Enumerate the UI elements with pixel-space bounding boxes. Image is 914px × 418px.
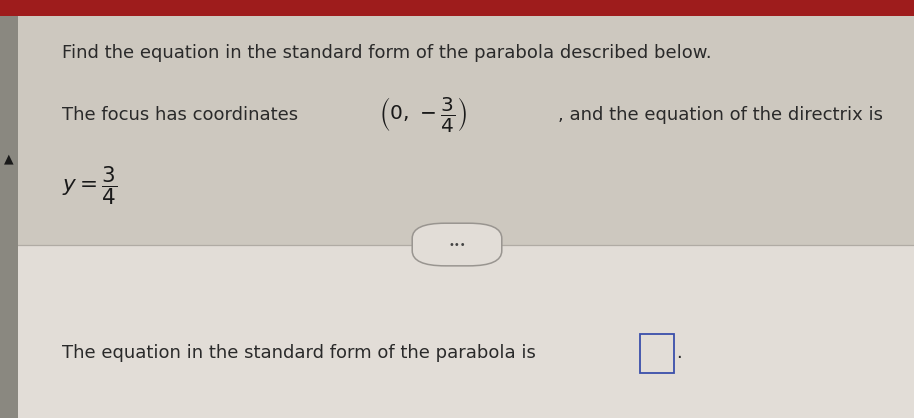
Text: Find the equation in the standard form of the parabola described below.: Find the equation in the standard form o… xyxy=(62,44,712,62)
Text: , and the equation of the directrix is: , and the equation of the directrix is xyxy=(558,106,883,124)
Text: The focus has coordinates: The focus has coordinates xyxy=(62,106,304,124)
Text: The equation in the standard form of the parabola is: The equation in the standard form of the… xyxy=(62,344,542,362)
Text: $y = \dfrac{3}{4}$: $y = \dfrac{3}{4}$ xyxy=(62,165,118,207)
Bar xyxy=(18,16,914,245)
Text: ▲: ▲ xyxy=(5,152,14,166)
Text: $\left(0,\,-\dfrac{3}{4}\right)$: $\left(0,\,-\dfrac{3}{4}\right)$ xyxy=(379,95,467,135)
Bar xyxy=(0,0,914,16)
Bar xyxy=(18,245,914,418)
Bar xyxy=(0,16,18,418)
FancyBboxPatch shape xyxy=(412,223,502,266)
FancyBboxPatch shape xyxy=(640,334,674,373)
Text: •••: ••• xyxy=(448,240,466,250)
Text: .: . xyxy=(676,344,682,362)
